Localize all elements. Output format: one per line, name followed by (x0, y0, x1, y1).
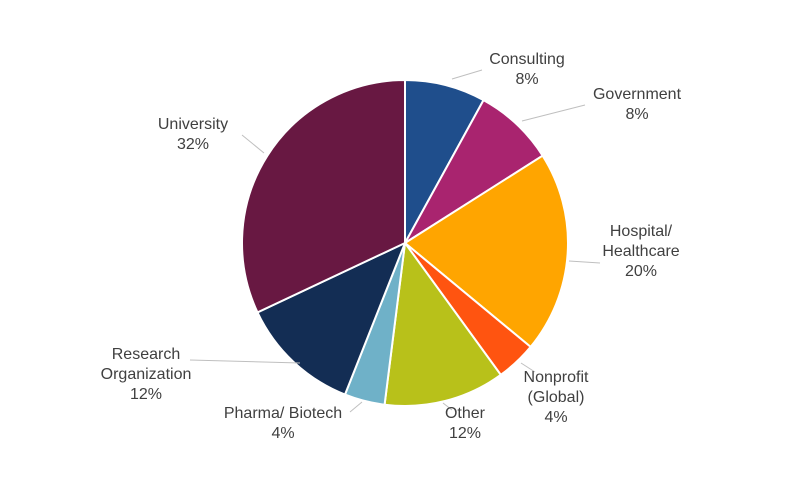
slice-value: 4% (544, 409, 567, 426)
slice-label-hospital-healthcare: Hospital/Healthcare 20% (602, 223, 679, 280)
leader-line-government (521, 104, 586, 122)
slice-name-line: Research (112, 346, 180, 363)
pie-slices (241, 78, 569, 407)
slice-value: 12% (449, 425, 481, 442)
slice-university (241, 78, 406, 314)
slice-hospital-healthcare (403, 154, 569, 349)
slice-name-line: Nonprofit (524, 369, 589, 386)
slice-name-line: University (158, 116, 228, 133)
leader-lines (189, 69, 601, 413)
slice-label-nonprofit-global: Nonprofit (Global) 4% (524, 369, 589, 426)
slice-name-line: Hospital/ (610, 223, 673, 240)
slice-name-line: Pharma/ Biotech (224, 405, 342, 422)
slice-value: 8% (625, 106, 648, 123)
slice-value: 32% (177, 136, 209, 153)
slice-label-government: Government 8% (593, 86, 682, 123)
slice-name-line: Government (593, 86, 682, 103)
leader-line-university (241, 134, 265, 154)
slice-name-line: Consulting (489, 51, 565, 68)
slice-labels: Consulting 8% Government 8% Hospital/Healthc… (101, 51, 682, 442)
leader-line-hospital-healthcare (568, 260, 601, 264)
leader-line-pharma-biotech (349, 401, 363, 413)
leader-line-other (442, 402, 453, 411)
slice-label-consulting: Consulting 8% (489, 51, 565, 88)
slice-name-line: Healthcare (602, 243, 679, 260)
slice-name-line: (Global) (528, 389, 585, 406)
slice-value: 12% (130, 386, 162, 403)
slice-value: 4% (271, 425, 294, 442)
leader-line-consulting (451, 69, 483, 80)
slice-label-other: Other 12% (445, 405, 486, 442)
slice-label-university: University 32% (158, 116, 228, 153)
slice-name-line: Other (445, 405, 486, 422)
slice-label-research-organization: Research Organization 12% (101, 346, 192, 403)
slice-label-pharma-biotech: Pharma/ Biotech 4% (224, 405, 342, 442)
slice-other (383, 240, 503, 407)
leader-line-research-organization (189, 359, 301, 364)
leader-line-nonprofit-global (520, 362, 536, 373)
slice-value: 8% (515, 71, 538, 88)
slice-value: 20% (625, 263, 657, 280)
slice-name-line: Organization (101, 366, 192, 383)
slice-research-organization (256, 241, 407, 396)
